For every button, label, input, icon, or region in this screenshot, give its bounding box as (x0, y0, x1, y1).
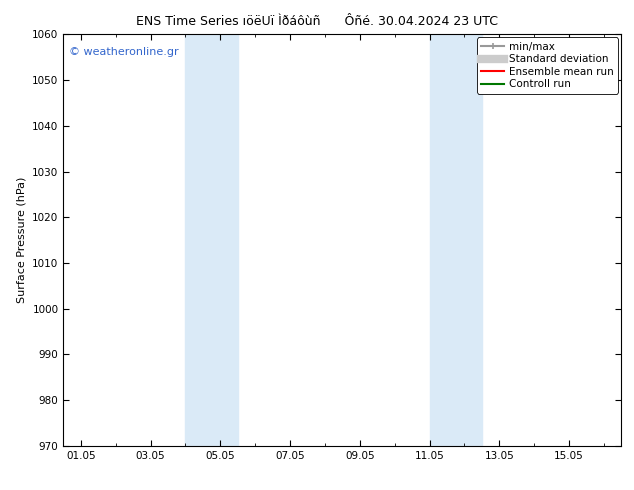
Legend: min/max, Standard deviation, Ensemble mean run, Controll run: min/max, Standard deviation, Ensemble me… (477, 37, 618, 94)
Bar (185, 34, 238, 446)
Text: © weatheronline.gr: © weatheronline.gr (69, 47, 179, 57)
Text: ENS Time Series ıöëUï Ìðáôùñ      Ôñé. 30.04.2024 23 UTC: ENS Time Series ıöëUï Ìðáôùñ Ôñé. 30.04.… (136, 15, 498, 28)
Y-axis label: Surface Pressure (hPa): Surface Pressure (hPa) (16, 177, 27, 303)
Bar (429, 34, 482, 446)
